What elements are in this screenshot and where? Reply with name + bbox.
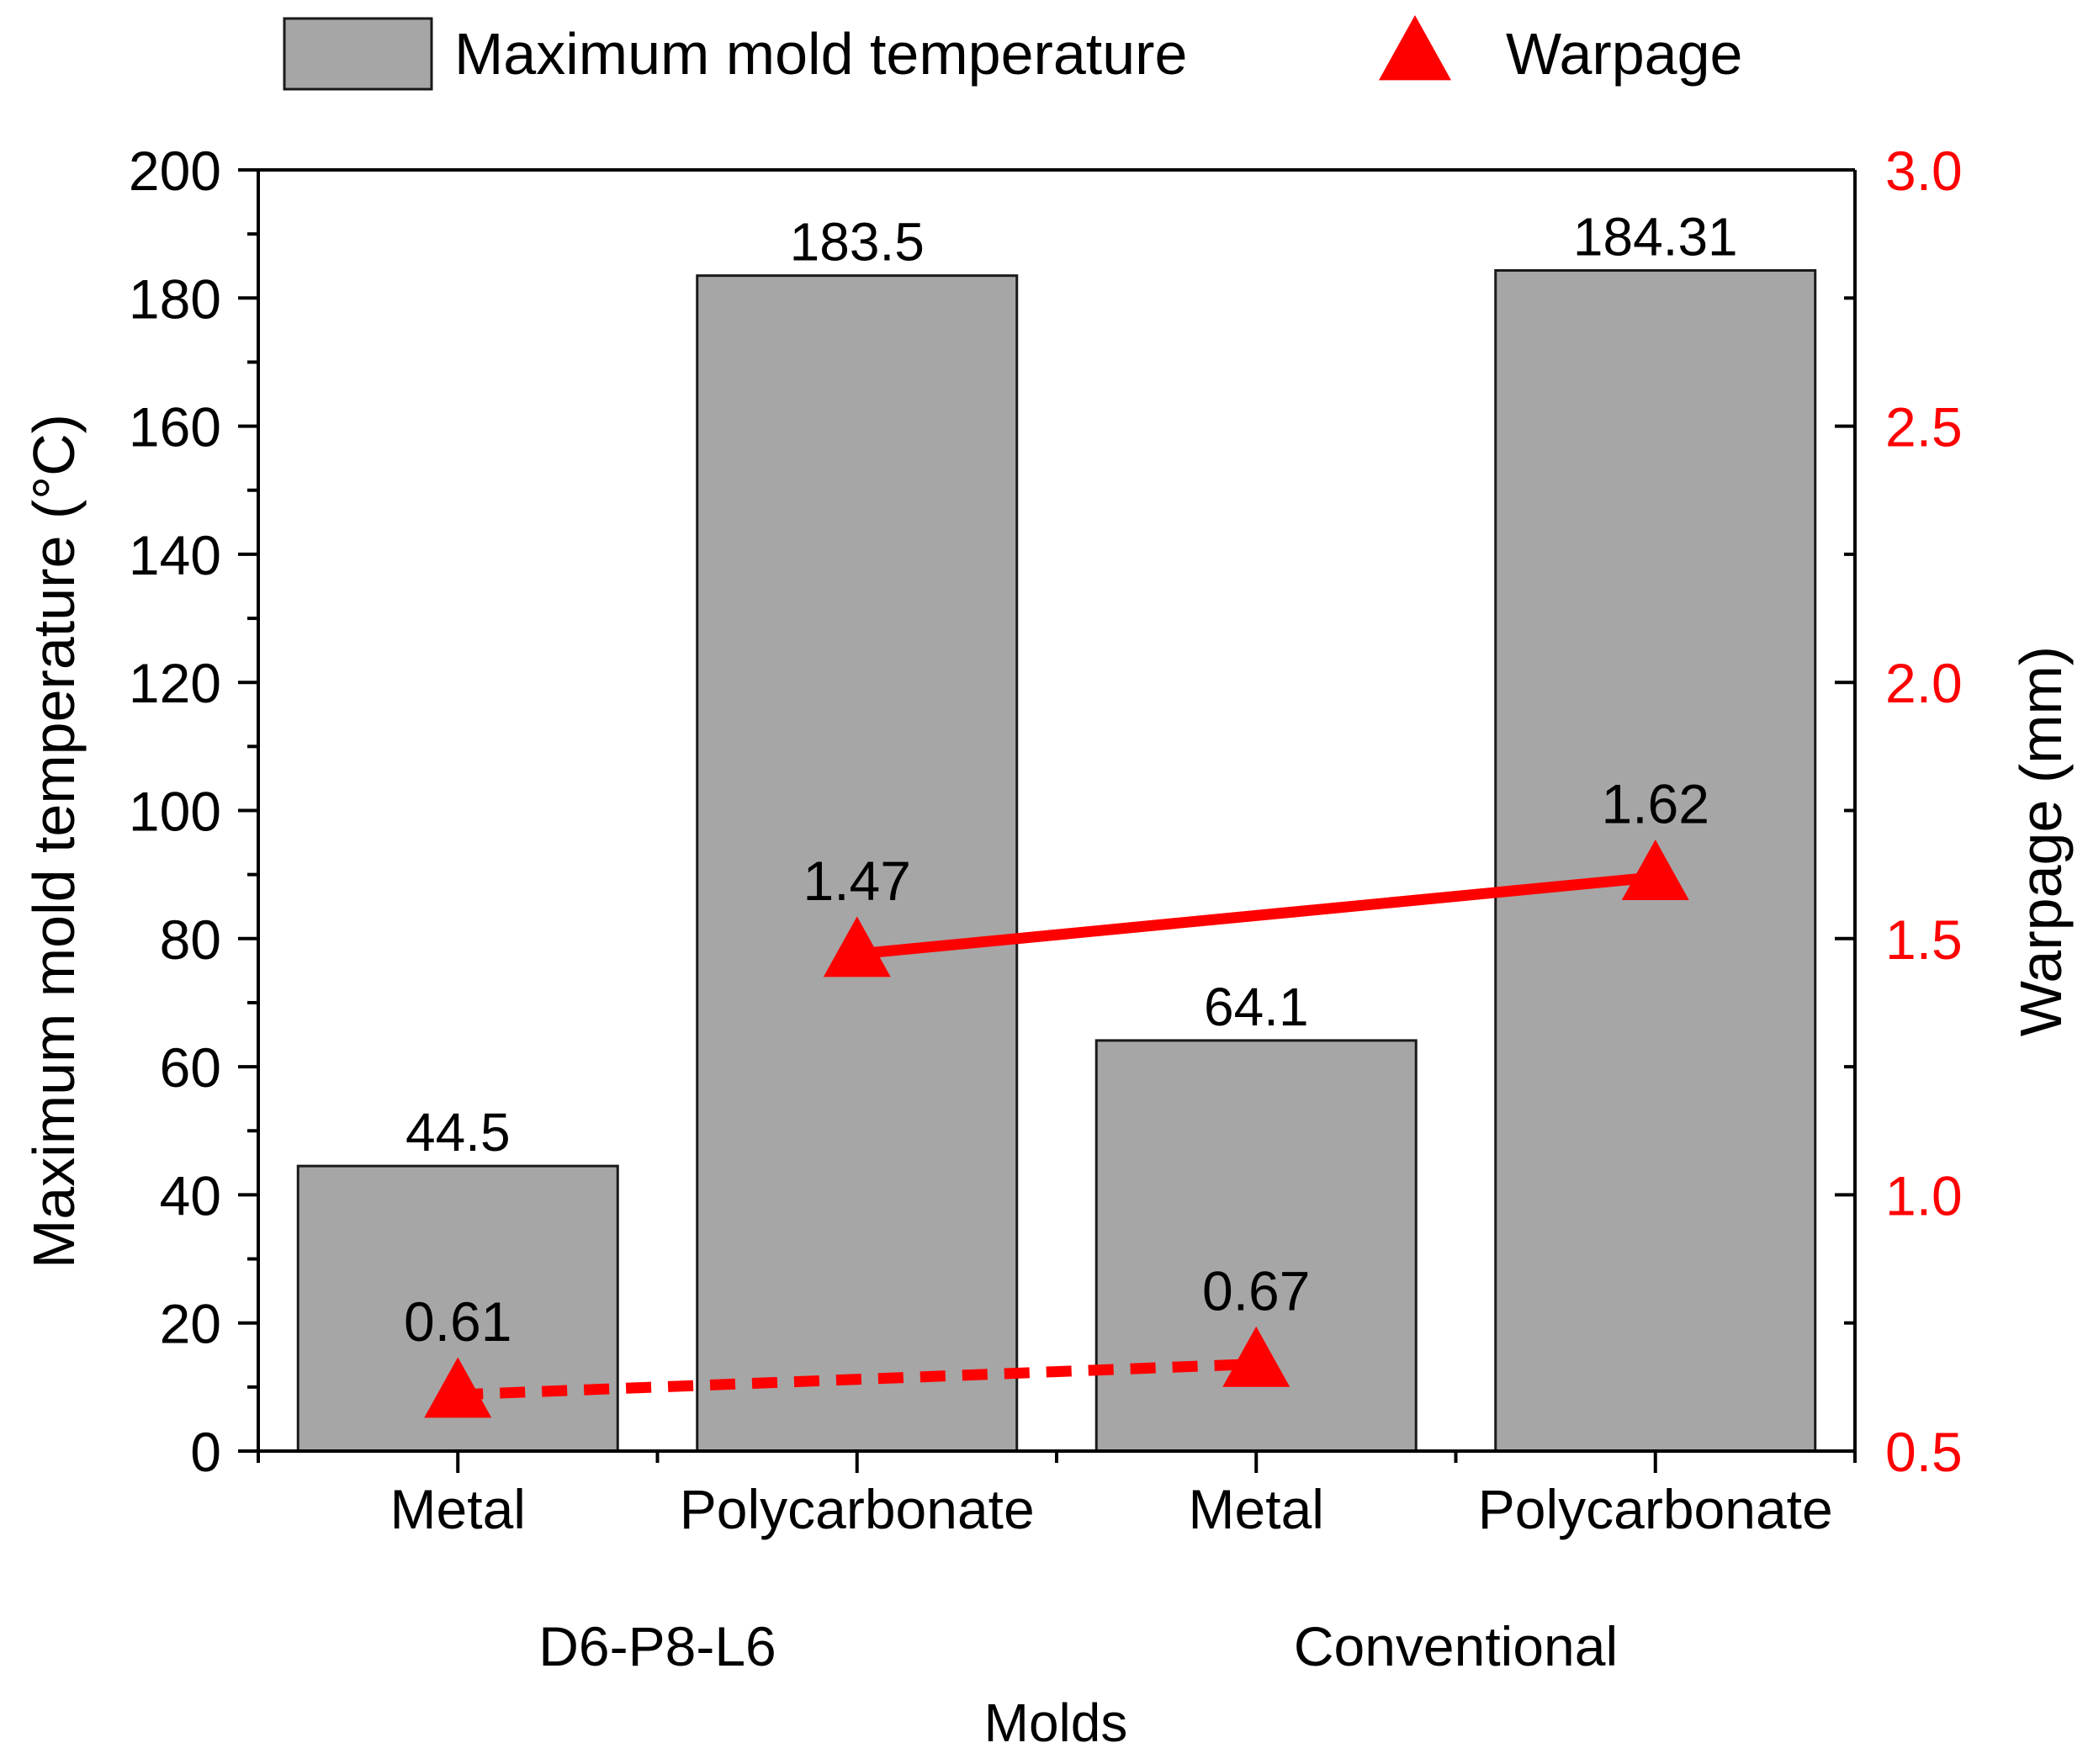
y2-tick-label-1: 1.0: [1885, 1164, 1963, 1226]
x-category-label-1: Metal: [390, 1478, 526, 1540]
y-tick-label-120: 120: [129, 652, 221, 714]
bar-3: [1094, 1039, 1418, 1453]
y-tick-label-180: 180: [129, 268, 221, 330]
y2-tick-label-0.5: 0.5: [1885, 1421, 1963, 1483]
legend-bar-swatch: [283, 17, 433, 91]
bar-value-label-4: 184.31: [1573, 206, 1738, 267]
warpage-value-label-3: 0.67: [1202, 1259, 1310, 1322]
bar-value-label-3: 64.1: [1204, 977, 1309, 1037]
y-axis-title: Maximum mold temperature (°C): [21, 414, 87, 1269]
y-tick-label-200: 200: [129, 140, 221, 202]
y-tick-label-100: 100: [129, 781, 221, 843]
warpage-marker-4: [1621, 840, 1689, 901]
x-group-label-1: D6-P8-L6: [538, 1615, 776, 1677]
y-tick-label-60: 60: [160, 1036, 221, 1099]
y2-axis-title: Warpage (mm): [2008, 646, 2074, 1036]
y2-tick-label-2: 2.0: [1885, 652, 1963, 714]
x-category-label-2: Polycarbonate: [680, 1478, 1035, 1540]
labels-layer: Molds Maximum mold temperature (°C) Warp…: [21, 140, 2074, 1753]
x-category-label-4: Polycarbonate: [1478, 1478, 1833, 1540]
y-tick-label-80: 80: [160, 908, 221, 971]
legend-label-warpage: Warpage: [1506, 21, 1742, 87]
warpage-value-label-1: 0.61: [404, 1290, 511, 1353]
y2-tick-label-1.5: 1.5: [1885, 908, 1963, 971]
x-category-label-3: Metal: [1189, 1478, 1324, 1540]
warpage-marker-1: [424, 1357, 492, 1418]
warpage-marker-3: [1222, 1326, 1290, 1387]
warpage-line-dashed: [457, 1358, 1257, 1401]
y-tick-label-160: 160: [129, 396, 221, 458]
warpage-layer: [424, 840, 1689, 1418]
warpage-value-label-4: 1.62: [1602, 773, 1709, 835]
bars-layer: [296, 268, 1817, 1453]
x-group-label-2: Conventional: [1294, 1615, 1618, 1677]
axes-layer: [238, 168, 1857, 1473]
y-tick-label-40: 40: [160, 1164, 221, 1226]
bar-value-label-1: 44.5: [405, 1102, 511, 1163]
warpage-line-solid: [856, 871, 1656, 960]
bar-value-label-2: 183.5: [790, 212, 925, 273]
bar-2: [696, 274, 1019, 1453]
legend-triangle-swatch: [1379, 15, 1451, 81]
y-tick-label-140: 140: [129, 524, 221, 586]
legend-label-bar: Maximum mold temperature: [454, 21, 1187, 87]
warpage-marker-2: [823, 916, 891, 977]
warpage-value-label-2: 1.47: [803, 850, 911, 912]
y-tick-label-20: 20: [160, 1293, 221, 1355]
y2-tick-label-2.5: 2.5: [1885, 396, 1963, 458]
y2-tick-label-3: 3.0: [1885, 140, 1963, 202]
x-axis-title: Molds: [984, 1692, 1128, 1753]
y-tick-label-0: 0: [190, 1421, 221, 1483]
legend: Maximum mold temperature Warpage: [283, 15, 1742, 91]
